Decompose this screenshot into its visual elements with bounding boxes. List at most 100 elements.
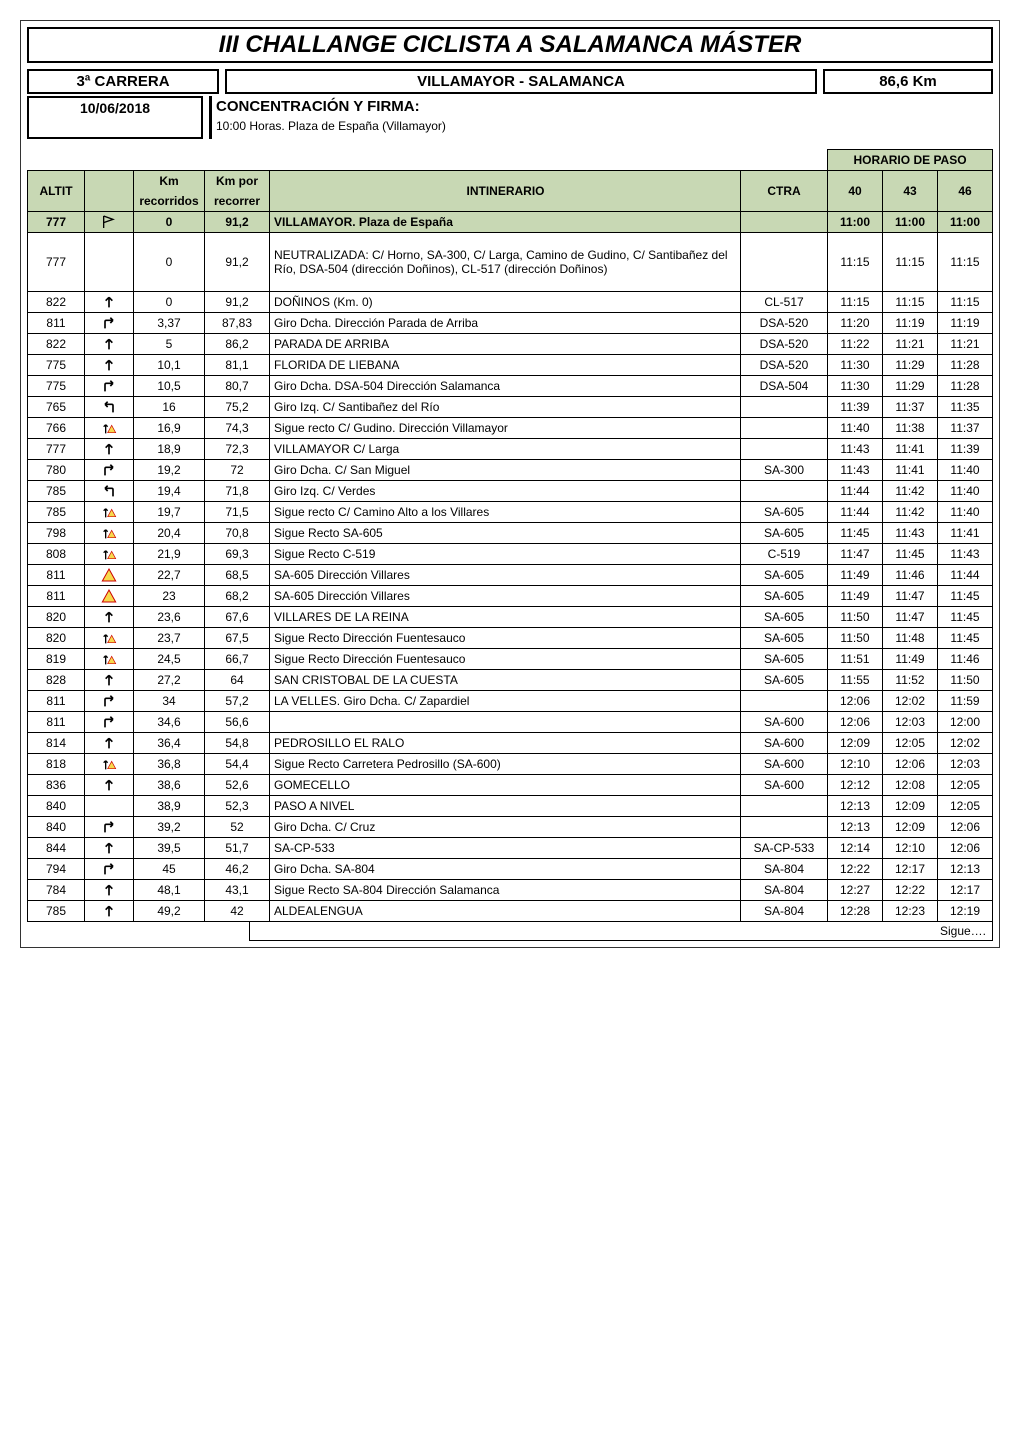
cell-ctra [741,817,828,838]
cell-ctra [741,481,828,502]
cell-h46: 11:00 [938,212,993,233]
warn-icon [101,567,117,581]
cell-kmr: 71,8 [205,481,270,502]
cell-icon [85,691,134,712]
table-row: 78549,242ALDEALENGUASA-80412:2812:2312:1… [28,901,993,922]
cell-h40: 11:49 [828,586,883,607]
cell-itin: Sigue Recto SA-605 [270,523,741,544]
cell-icon [85,670,134,691]
cell-h40: 11:49 [828,565,883,586]
cell-h40: 12:10 [828,754,883,775]
cell-icon [85,523,134,544]
cell-altit: 819 [28,649,85,670]
cell-km: 38,6 [134,775,205,796]
cell-h43: 11:19 [883,313,938,334]
cell-h43: 11:48 [883,628,938,649]
route-table: HORARIO DE PASO ALTIT Km Km por INTINERA… [27,149,993,922]
page-container: III CHALLANGE CICLISTA A SALAMANCA MÁSTE… [20,20,1000,948]
right-icon [101,315,117,329]
cell-kmr: 46,2 [205,859,270,880]
th-h43: 43 [883,171,938,212]
cell-km: 0 [134,212,205,233]
cell-ctra: C-519 [741,544,828,565]
cell-itin: Sigue Recto Carretera Pedrosillo (SA-600… [270,754,741,775]
cell-icon [85,796,134,817]
cell-km: 48,1 [134,880,205,901]
cell-altit: 780 [28,460,85,481]
cell-h40: 12:27 [828,880,883,901]
cell-icon [85,775,134,796]
cell-kmr: 56,6 [205,712,270,733]
cell-kmr: 72 [205,460,270,481]
cell-h40: 12:28 [828,901,883,922]
cell-altit: 777 [28,233,85,292]
cell-icon [85,733,134,754]
table-row: 7651675,2Giro Izq. C/ Santibañez del Río… [28,397,993,418]
cell-itin: Giro Izq. C/ Verdes [270,481,741,502]
cell-itin: SAN CRISTOBAL DE LA CUESTA [270,670,741,691]
table-row: 77718,972,3VILLAMAYOR C/ Larga11:4311:41… [28,439,993,460]
main-title: III CHALLANGE CICLISTA A SALAMANCA MÁSTE… [27,27,993,63]
cell-ctra: SA-605 [741,628,828,649]
table-row: 82827,264SAN CRISTOBAL DE LA CUESTASA-60… [28,670,993,691]
cell-km: 24,5 [134,649,205,670]
cell-km: 21,9 [134,544,205,565]
cell-altit: 844 [28,838,85,859]
cell-ctra: DSA-504 [741,376,828,397]
table-row: 84039,252Giro Dcha. C/ Cruz12:1312:0912:… [28,817,993,838]
cell-h46: 11:19 [938,313,993,334]
cell-itin: Sigue Recto Dirección Fuentesauco [270,628,741,649]
table-row: 84439,551,7SA-CP-533SA-CP-53312:1412:101… [28,838,993,859]
cell-h46: 11:40 [938,502,993,523]
table-row: 77510,181,1FLORIDA DE LIEBANADSA-52011:3… [28,355,993,376]
table-row: 8112368,2SA-605 Dirección VillaresSA-605… [28,586,993,607]
cell-h46: 11:43 [938,544,993,565]
cell-altit: 818 [28,754,85,775]
flag-icon [101,214,117,228]
cell-kmr: 43,1 [205,880,270,901]
table-row: 81134,656,6SA-60012:0612:0312:00 [28,712,993,733]
cell-itin: ALDEALENGUA [270,901,741,922]
cell-itin: Sigue recto C/ Camino Alto a los Villare… [270,502,741,523]
cell-h40: 12:13 [828,817,883,838]
cell-altit: 811 [28,565,85,586]
cell-h40: 11:45 [828,523,883,544]
cell-altit: 828 [28,670,85,691]
cell-itin: Giro Dcha. C/ Cruz [270,817,741,838]
cell-ctra: SA-605 [741,565,828,586]
table-row: 822586,2PARADA DE ARRIBADSA-52011:2211:2… [28,334,993,355]
cell-ctra [741,439,828,460]
cell-h40: 12:14 [828,838,883,859]
table-wrap: HORARIO DE PASO ALTIT Km Km por INTINERA… [27,149,993,941]
cell-h46: 12:05 [938,775,993,796]
cell-h40: 11:39 [828,397,883,418]
cell-itin: Sigue Recto SA-804 Dirección Salamanca [270,880,741,901]
warn-icon [101,588,117,602]
cell-h40: 11:15 [828,233,883,292]
cell-altit: 785 [28,502,85,523]
right-icon [101,714,117,728]
cell-kmr: 52,3 [205,796,270,817]
cell-kmr: 74,3 [205,418,270,439]
cell-icon [85,817,134,838]
cell-ctra: SA-600 [741,733,828,754]
up-warn-icon [101,756,117,770]
cell-altit: 808 [28,544,85,565]
cell-h46: 11:15 [938,292,993,313]
cell-itin: SA-605 Dirección Villares [270,586,741,607]
cell-h43: 11:47 [883,586,938,607]
cell-kmr: 70,8 [205,523,270,544]
cell-km: 16,9 [134,418,205,439]
cell-kmr: 42 [205,901,270,922]
cell-h40: 11:30 [828,355,883,376]
cell-h40: 12:13 [828,796,883,817]
th-kmr2: recorrer [205,191,270,212]
table-row: 7944546,2Giro Dcha. SA-804SA-80412:2212:… [28,859,993,880]
cell-kmr: 52 [205,817,270,838]
cell-icon [85,565,134,586]
cell-h43: 11:45 [883,544,938,565]
cell-itin: PARADA DE ARRIBA [270,334,741,355]
cell-h46: 11:45 [938,607,993,628]
cell-altit: 836 [28,775,85,796]
table-top-row: HORARIO DE PASO [28,150,993,171]
